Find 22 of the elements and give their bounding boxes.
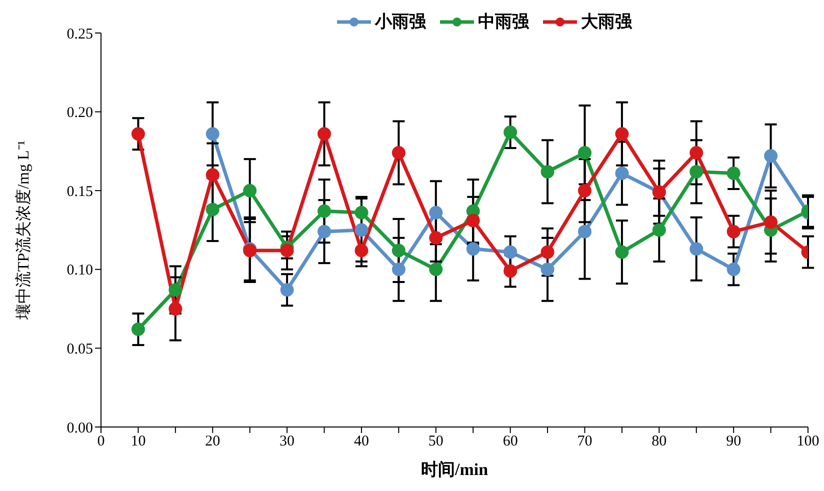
y-tick-label: 0.20 — [66, 105, 93, 122]
text: 0 — [97, 434, 105, 450]
x-tick-label: 40 — [354, 434, 369, 450]
y-tick-label: 0.10 — [66, 262, 93, 279]
y-tick-label: 0.00 — [66, 420, 93, 436]
x-tick-label: 100 — [796, 434, 820, 450]
y-tick-label: 0.25 — [66, 26, 93, 42]
legend-label: 大雨强 — [581, 11, 632, 33]
x-tick-label: 70 — [577, 434, 592, 450]
y-tick-label: 0.05 — [66, 342, 93, 358]
x-tick-label: 30 — [280, 434, 295, 450]
x-tick-label: 20 — [205, 434, 220, 450]
y-axis-title: 壤中流TP流失浓度/mg L⁻¹ — [14, 140, 33, 321]
x-tick-label: 90 — [726, 434, 742, 450]
y-tick-label: 0.15 — [66, 184, 93, 200]
x-tick-label: 80 — [652, 434, 667, 450]
x-tick-label: 60 — [502, 434, 518, 450]
legend-label: 中雨强 — [478, 11, 529, 33]
legend-label: 小雨强 — [375, 11, 426, 33]
x-tick-label: 50 — [428, 434, 444, 450]
x-tick-label: 10 — [130, 434, 146, 450]
x-axis-title: 时间/min — [420, 460, 489, 479]
